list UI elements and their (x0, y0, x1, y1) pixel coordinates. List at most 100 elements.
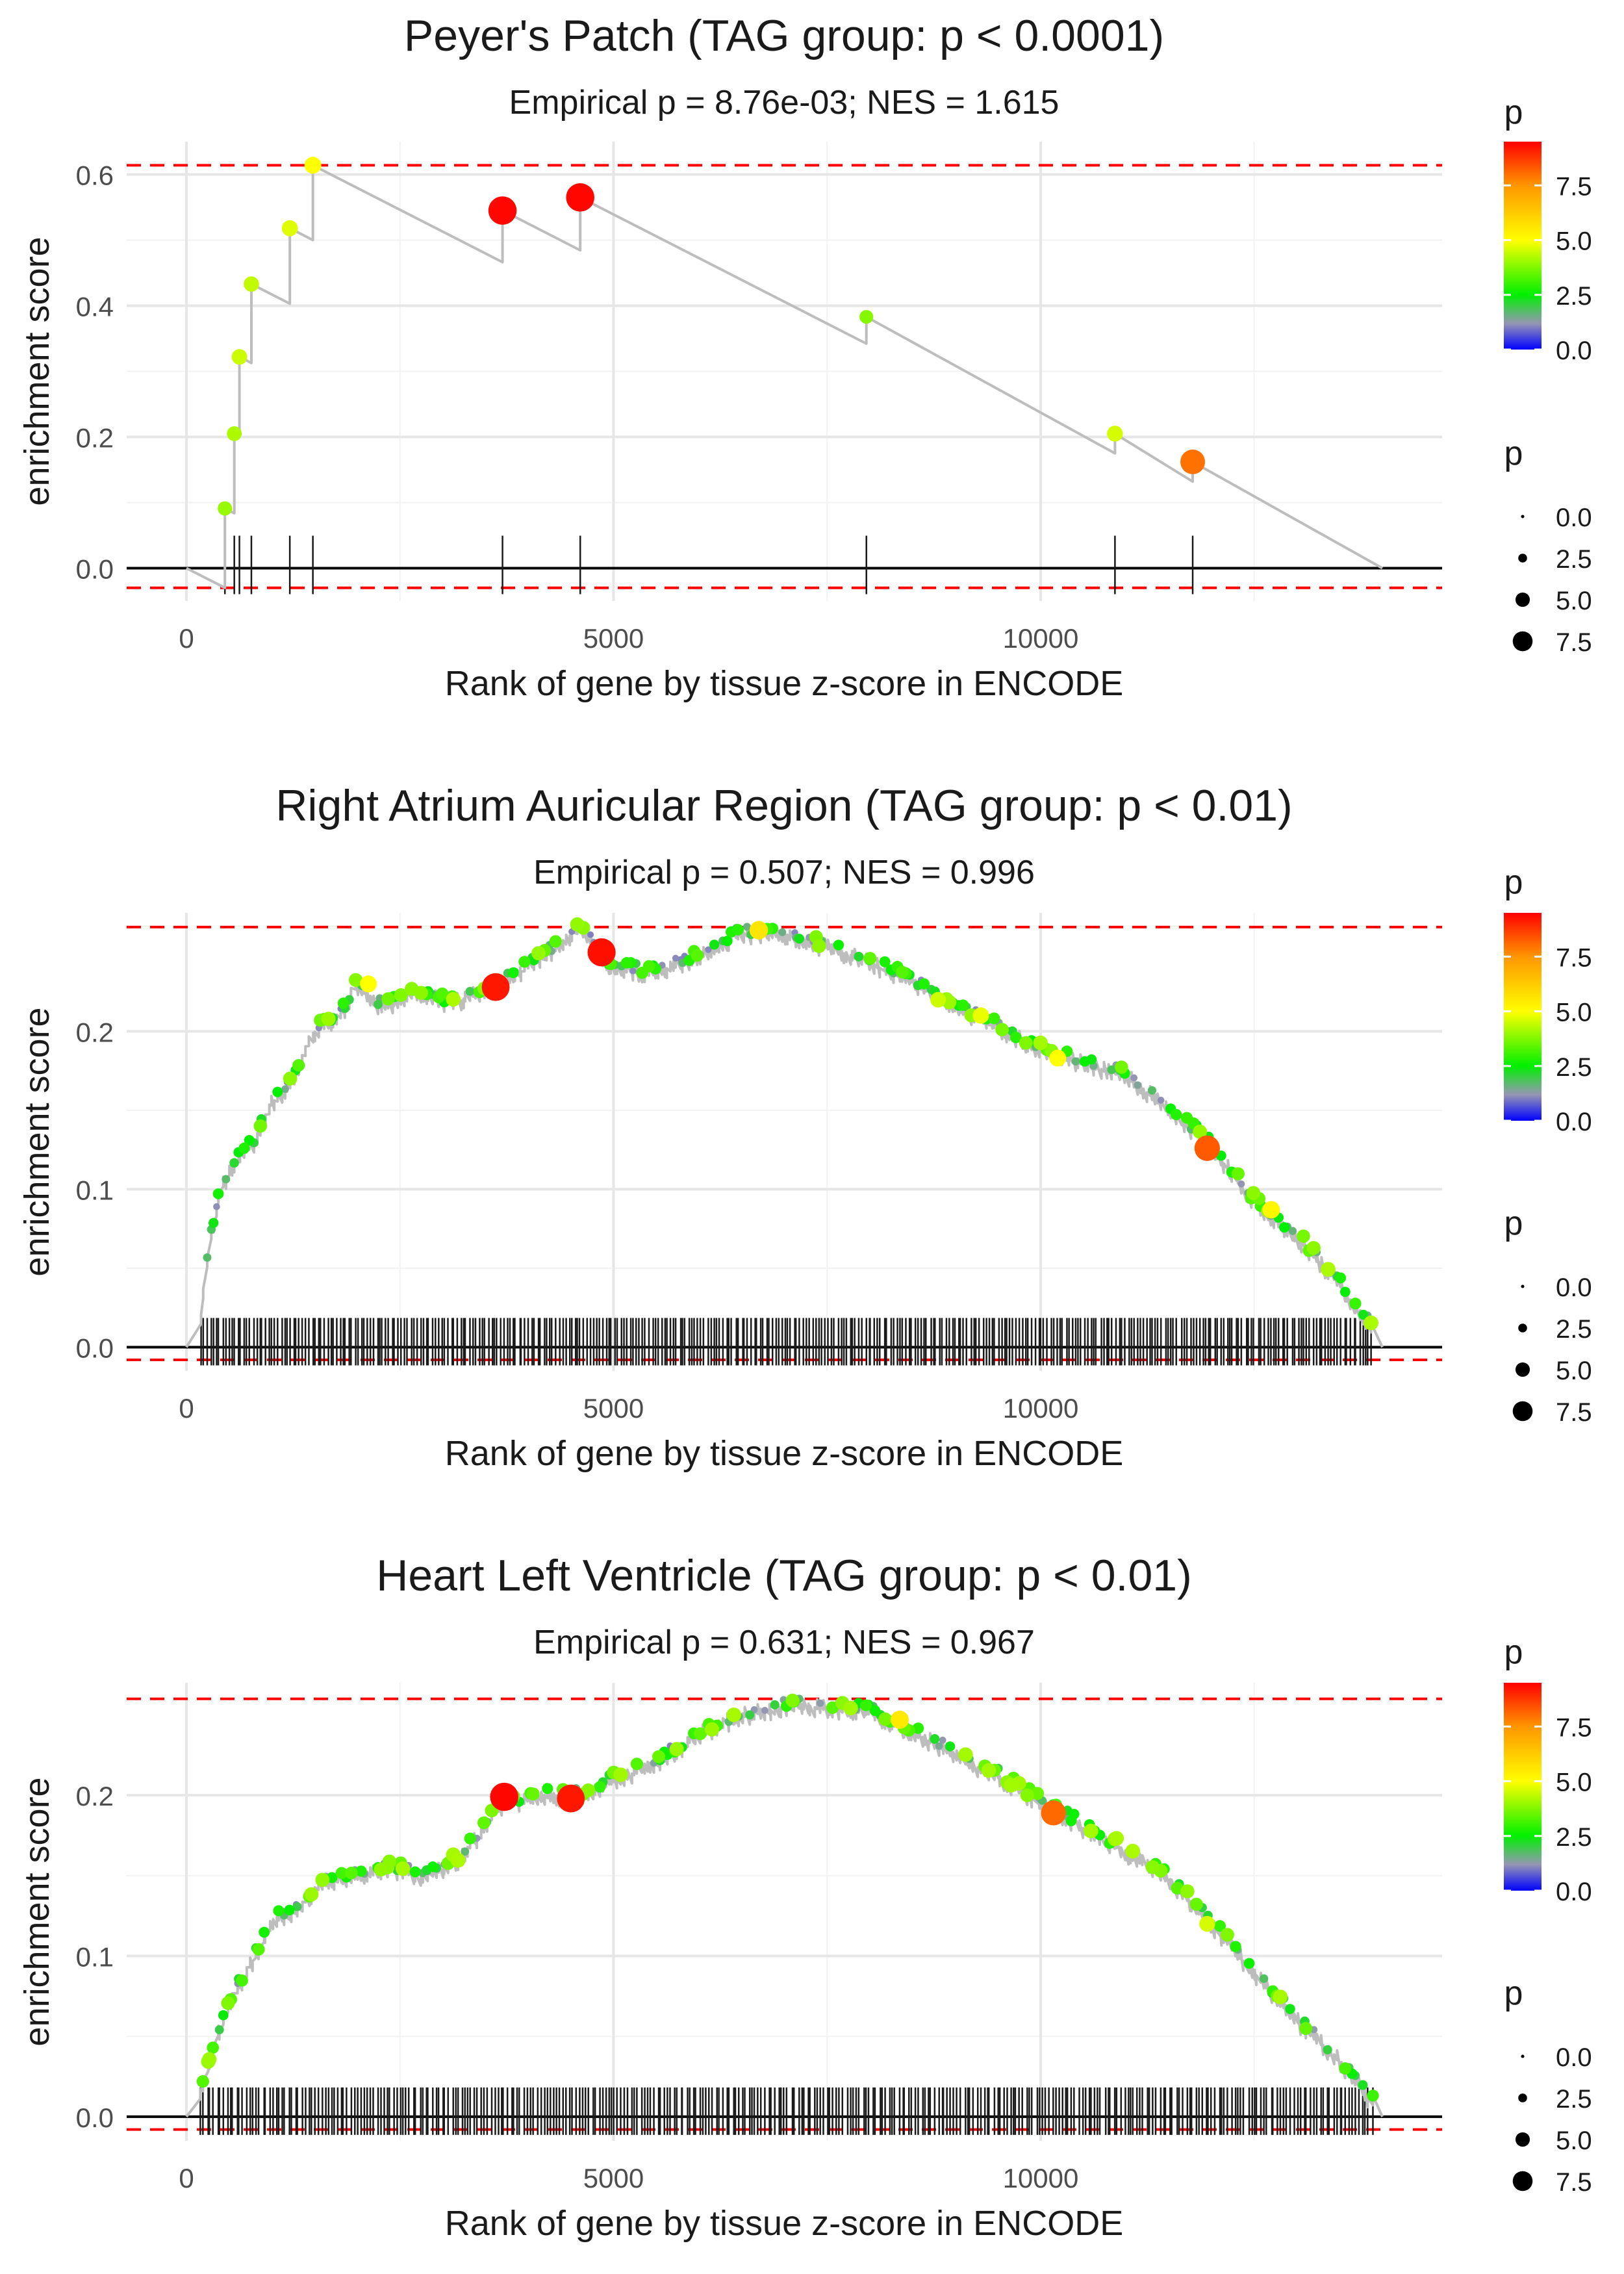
enrichment-point (1065, 1815, 1077, 1826)
size-legend-label: 0.0 (1556, 504, 1592, 532)
chart-title: Heart Left Ventricle (TAG group: p < 0.0… (376, 1551, 1191, 1600)
enrichment-point (761, 1707, 768, 1714)
size-legend-dot (1521, 2054, 1525, 2058)
enrichment-point (1115, 1060, 1128, 1074)
size-legend-dot (1515, 2132, 1530, 2147)
enrichment-points (218, 157, 1206, 516)
enrichment-point (526, 1787, 540, 1801)
size-legend-label: 7.5 (1556, 1398, 1592, 1427)
enrichment-point (691, 949, 704, 962)
size-legend-dot (1512, 631, 1533, 652)
enrichment-point (253, 1119, 268, 1133)
panel-2: Right Atrium Auricular Region (TAG group… (18, 781, 1592, 1473)
chart-subtitle: Empirical p = 0.507; NES = 0.996 (533, 854, 1035, 891)
enrichment-point (284, 1904, 295, 1915)
gene-hit-ticks (223, 535, 1194, 594)
panel-3: Heart Left Ventricle (TAG group: p < 0.0… (18, 1551, 1592, 2243)
enrichment-point (794, 934, 805, 944)
enrichment-point (1157, 1097, 1165, 1104)
enrichment-point (315, 1872, 330, 1887)
enrichment-point (570, 917, 585, 932)
size-legend-dot (1518, 2093, 1527, 2102)
enrichment-point (1180, 449, 1206, 474)
enrichment-point (843, 1700, 858, 1716)
color-legend-label: 5.0 (1556, 1769, 1592, 1797)
enrichment-point (1306, 1241, 1321, 1255)
size-legend-title: p (1504, 1974, 1523, 2012)
size-legend-dot (1521, 515, 1525, 518)
enrichment-point (935, 1742, 943, 1750)
y-tick-label: 0.1 (76, 1942, 114, 1973)
enrichment-point (273, 1905, 285, 1917)
enrichment-point (1079, 1056, 1091, 1067)
x-tick-label: 5000 (583, 623, 644, 654)
enrichment-point (1180, 1884, 1195, 1898)
enrichment-point (214, 2025, 224, 2035)
enrichment-point (1246, 1186, 1261, 1200)
enrichment-point (785, 1693, 800, 1707)
enrichment-point (218, 501, 233, 516)
x-axis-title: Rank of gene by tissue z-score in ENCODE (445, 2204, 1123, 2243)
enrichment-point (507, 967, 519, 978)
enrichment-point (1259, 1974, 1269, 1983)
enrichment-point (1071, 1057, 1080, 1066)
y-axis-title: enrichment score (18, 236, 57, 505)
enrichment-point (770, 1700, 780, 1710)
enrichment-point (1010, 1032, 1022, 1043)
enrichment-point (1019, 1036, 1033, 1050)
enrichment-point (1107, 1065, 1116, 1075)
x-axis-title: Rank of gene by tissue z-score in ENCODE (445, 1434, 1123, 1473)
enrichment-point (488, 196, 517, 225)
enrichment-point (1134, 1081, 1142, 1089)
enrichment-point (1335, 1272, 1347, 1284)
size-legend-label: 0.0 (1556, 1273, 1592, 1302)
enrichment-point (1279, 1222, 1290, 1233)
enrichment-point (259, 1926, 270, 1938)
enrichment-point (481, 973, 510, 1001)
enrichment-point (207, 2041, 220, 2054)
enrichment-point (1367, 2089, 1379, 2102)
size-legend-label: 5.0 (1556, 2127, 1592, 2155)
color-legend-title: p (1504, 863, 1523, 901)
enrichment-point (252, 1943, 265, 1956)
enrichment-point (1323, 2045, 1332, 2054)
color-legend-label: 2.5 (1556, 1823, 1592, 1852)
enrichment-point (1243, 1958, 1255, 1969)
enrichment-point (630, 1757, 643, 1770)
enrichment-point (613, 1767, 628, 1782)
enrichment-point (587, 938, 616, 967)
color-legend-label: 2.5 (1556, 282, 1592, 311)
enrichment-point (1084, 1823, 1098, 1839)
size-legend-label: 2.5 (1556, 1315, 1592, 1344)
gridlines (127, 913, 1442, 1371)
enrichment-point (566, 183, 595, 212)
color-legend-title: p (1504, 94, 1523, 131)
enrichment-point (1358, 2080, 1368, 2090)
enrichment-point (281, 1085, 289, 1093)
enrichment-point (732, 924, 744, 936)
enrichment-point (812, 939, 826, 953)
gridlines (127, 1683, 1442, 2141)
enrichment-point (749, 921, 768, 939)
x-tick-label: 5000 (583, 1393, 644, 1424)
enrichment-point (726, 1707, 741, 1722)
y-tick-label: 0.2 (76, 423, 114, 454)
enrichment-point (394, 988, 408, 1003)
enrichment-point (587, 931, 594, 938)
x-tick-label: 0 (179, 2163, 194, 2193)
enrichment-point (1358, 1309, 1369, 1320)
enrichment-curve (186, 164, 1383, 589)
color-legend-label: 0.0 (1556, 337, 1592, 365)
enrichment-point (694, 1727, 707, 1741)
enrichment-point (939, 1736, 946, 1744)
enrichment-point (355, 1865, 367, 1877)
enrichment-point (745, 1710, 755, 1720)
enrichment-point (292, 1059, 305, 1072)
enrichment-point (490, 1782, 519, 1811)
enrichment-point (945, 1741, 956, 1752)
gene-hit-ticks (199, 2087, 1374, 2135)
enrichment-point (231, 349, 247, 365)
enrichment-point (1237, 1180, 1245, 1188)
